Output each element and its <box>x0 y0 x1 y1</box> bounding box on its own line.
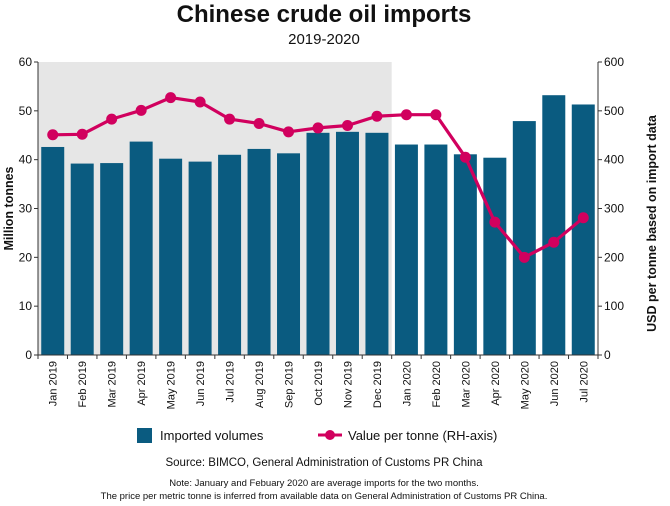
footnote-2: The price per metric tonne is inferred f… <box>101 491 548 502</box>
category-labels: Jan 2019 Feb 2019 Mar 2019 Apr 2019 May 2019… <box>37 355 599 409</box>
line-point-14 <box>430 109 442 121</box>
y-tick-label: 30 <box>19 202 33 216</box>
bar-series <box>41 95 595 355</box>
bar-10 <box>306 132 330 355</box>
x-tick-label: Mar 2019 <box>107 361 119 407</box>
bar-8 <box>247 148 271 355</box>
line-point-15 <box>459 151 471 163</box>
legend: Imported volumes Value per tonne (RH-axi… <box>137 428 497 443</box>
line-point-16 <box>489 216 501 228</box>
y-tick-label: 0 <box>25 348 32 362</box>
bar-5 <box>159 158 183 355</box>
line-point-4 <box>135 104 147 116</box>
line-point-6 <box>194 96 206 108</box>
bar-18 <box>542 95 566 355</box>
bar-13 <box>394 144 418 355</box>
chart-subtitle: 2019-2020 <box>288 31 360 48</box>
footnote-1: Note: January and Febuary 2020 are avera… <box>169 478 478 489</box>
legend-label-line: Value per tonne (RH-axis) <box>348 428 497 443</box>
y-axis-title: Million tonnes <box>2 166 16 250</box>
legend-swatch-marker <box>325 430 335 440</box>
x-tick-label: Nov 2019 <box>342 361 354 408</box>
y-tick-label: 60 <box>19 55 33 69</box>
legend-swatch-bars <box>137 428 152 443</box>
line-series <box>47 92 589 263</box>
bar-9 <box>277 153 301 355</box>
line-point-10 <box>312 122 324 134</box>
bar-7 <box>218 154 242 355</box>
bar-3 <box>100 163 124 355</box>
bar-2 <box>70 163 94 355</box>
y2-tick-label: 300 <box>604 202 624 216</box>
chart-title: Chinese crude oil imports <box>177 1 472 28</box>
line-point-12 <box>371 110 383 122</box>
y-tick-label: 10 <box>19 299 33 313</box>
x-tick-label: Jan 2019 <box>48 361 60 406</box>
x-tick-label: Aug 2019 <box>254 361 266 408</box>
y2-tick-label: 0 <box>604 348 611 362</box>
x-tick-label: Oct 2019 <box>313 361 325 406</box>
x-tick-label: Apr 2019 <box>136 361 148 406</box>
y2-tick-label: 200 <box>604 250 624 264</box>
line-point-18 <box>548 236 560 248</box>
y-tick-label: 20 <box>19 250 33 264</box>
bar-17 <box>512 121 536 355</box>
y2-axis-title: USD per tonne based on import data <box>645 114 659 332</box>
line-point-3 <box>106 113 118 125</box>
x-tick-label: Sep 2019 <box>284 361 296 408</box>
x-tick-label: Jul 2019 <box>225 361 237 403</box>
legend-label-bars: Imported volumes <box>160 428 264 443</box>
x-tick-label: Jan 2020 <box>401 361 413 406</box>
y-tick-label: 50 <box>19 104 33 118</box>
line-point-9 <box>283 126 295 138</box>
y2-tick-label: 600 <box>604 55 624 69</box>
x-tick-label: Dec 2019 <box>372 361 384 408</box>
line-point-13 <box>400 109 412 121</box>
y2-tick-label: 100 <box>604 299 624 313</box>
bar-15 <box>453 154 477 355</box>
bar-12 <box>365 132 389 355</box>
line-point-1 <box>47 129 59 141</box>
source-note: Source: BIMCO, General Administration of… <box>165 457 483 469</box>
bar-11 <box>335 131 359 355</box>
bar-16 <box>483 157 507 355</box>
bar-14 <box>424 144 448 355</box>
line-point-2 <box>76 128 88 140</box>
x-tick-label: Feb 2020 <box>431 361 443 407</box>
bar-4 <box>129 141 153 355</box>
line-point-8 <box>253 118 265 130</box>
x-tick-label: Jun 2020 <box>549 361 561 406</box>
line-point-11 <box>341 119 353 131</box>
x-tick-label: Apr 2020 <box>490 361 502 406</box>
line-point-5 <box>165 92 177 104</box>
y2-tick-label: 400 <box>604 153 624 167</box>
y2-tick-label: 500 <box>604 104 624 118</box>
x-tick-label: May 2019 <box>166 361 178 409</box>
line-point-17 <box>518 251 530 263</box>
x-tick-label: Jul 2020 <box>578 361 590 403</box>
bar-6 <box>188 161 212 355</box>
line-point-7 <box>224 113 236 125</box>
x-tick-label: Mar 2020 <box>460 361 472 407</box>
bar-1 <box>41 146 65 355</box>
x-tick-label: Feb 2019 <box>77 361 89 407</box>
x-tick-label: Jun 2019 <box>195 361 207 406</box>
x-tick-label: May 2020 <box>519 361 531 409</box>
line-point-19 <box>577 212 589 224</box>
y-tick-label: 40 <box>19 153 33 167</box>
bar-19 <box>571 104 595 355</box>
